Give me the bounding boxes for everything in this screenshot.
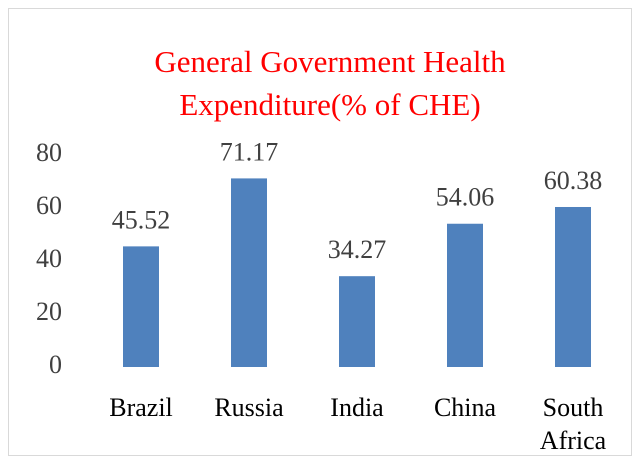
data-label: 54.06: [436, 183, 495, 212]
chart-title: General Government Health Expenditure(% …: [154, 44, 506, 122]
x-tick-label: China: [433, 393, 497, 422]
data-label: 34.27: [328, 235, 387, 264]
bar: [123, 246, 159, 367]
x-tick-label: Russia: [214, 393, 284, 422]
data-label: 60.38: [544, 166, 603, 195]
bar: [231, 178, 267, 367]
bar: [447, 223, 483, 367]
x-tick-label: Brazil: [109, 393, 173, 422]
y-tick-label: 20: [36, 297, 62, 326]
bar: [555, 206, 591, 367]
data-label: 71.17: [220, 137, 279, 166]
y-tick-label: 0: [49, 350, 62, 379]
y-tick-label: 60: [36, 191, 62, 220]
data-label: 45.52: [112, 205, 171, 234]
y-tick-label: 40: [36, 244, 62, 273]
x-tick-label: South Africa: [539, 393, 607, 455]
x-tick-label: India: [330, 393, 384, 422]
chart-frame: [8, 8, 632, 456]
y-tick-label: 80: [36, 138, 62, 167]
bar: [339, 276, 375, 367]
